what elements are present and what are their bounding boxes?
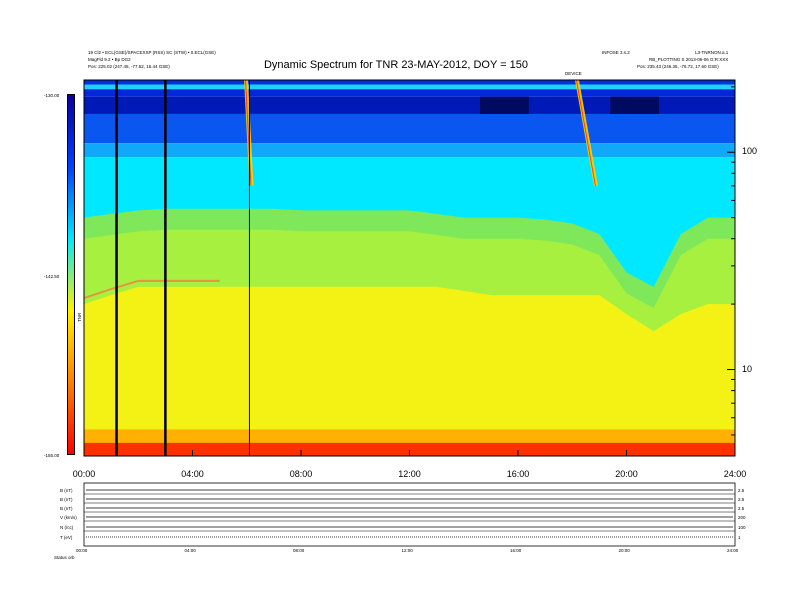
spectrogram-features [83, 80, 660, 300]
secondary-frame [83, 482, 736, 547]
dark-block-1 [480, 96, 529, 114]
band-light-blue [84, 143, 735, 158]
secondary-traces [84, 489, 735, 538]
secondary-right-label: 2.5 [738, 488, 745, 493]
dark-block-2 [610, 96, 660, 114]
secondary-footer-label: Status orb [54, 555, 75, 560]
chart-title: Dynamic Spectrum for TNR 23-MAY-2012, DO… [263, 59, 528, 71]
secondary-x-label: 16:00 [510, 548, 522, 553]
band-blue [84, 113, 735, 144]
secondary-x-label: 08:00 [293, 548, 305, 553]
region-yellow [84, 286, 735, 456]
colorbar-gradient [68, 95, 74, 454]
header-right-line2: L3-TNRNON.a.1 [695, 50, 729, 55]
secondary-right-label: 2.5 [738, 497, 745, 502]
header-right-line1: INFOSE 3.s.2 [602, 50, 630, 55]
band-cyan-stripe-top [84, 84, 735, 90]
x-tick-label: 16:00 [506, 469, 530, 479]
secondary-left-label: B (nT) [60, 497, 73, 502]
secondary-x-label: 12:00 [401, 548, 413, 553]
x-tick-label: 20:00 [615, 469, 638, 479]
x-tick-label: 24:00 [723, 469, 747, 479]
secondary-left-label: N (/cc) [60, 525, 74, 530]
colorbar-tick-bottom: -155.00 [44, 453, 60, 458]
secondary-right-label: 100 [738, 525, 746, 530]
burst-marker-label: DEVICE [565, 71, 582, 76]
band-dark-blue-upper [84, 89, 735, 97]
y-axis-ticks [727, 86, 735, 436]
secondary-left-label: T (eV) [60, 535, 73, 540]
secondary-x-label: 20:00 [618, 548, 630, 553]
band-orange [84, 429, 735, 443]
colorbar [67, 94, 75, 455]
x-tick-label: 00:00 [72, 469, 96, 479]
x-tick-label: 08:00 [289, 469, 313, 479]
x-tick-label: 04:00 [181, 469, 204, 479]
header-right-line3: RB_PLOTTING S 2013-06-06 G:R:XXX [649, 57, 729, 62]
vertical-lines [115, 80, 250, 456]
x-tick-label: 12:00 [398, 469, 421, 479]
band-top [84, 80, 735, 85]
secondary-right-label: 200 [738, 515, 746, 520]
header-left-line1: 19 Cl2 • ECL(GSE)/SPACEXSP (RSS) SC (STW… [88, 50, 216, 55]
secondary-left-label: V (km/s) [60, 515, 77, 520]
y-tick-label: 100 [742, 146, 758, 157]
secondary-left-label: B (nT) [60, 506, 73, 511]
secondary-right-label: 1 [738, 535, 741, 540]
colorbar-tick-mid: -142.50 [44, 274, 60, 279]
secondary-x-label: 24:00 [727, 548, 739, 553]
type-iii-burst-core-2 [575, 80, 596, 186]
header-left-line2: MagFld 9.2 • Bp DG2 [88, 57, 131, 62]
spectrogram-bands [84, 208, 735, 456]
secondary-x-label: 00:00 [76, 548, 88, 553]
band-red [84, 442, 735, 456]
header-right-pos: Pos: 235.43 (246.35, -76.72, 17.60 GSE) [637, 64, 719, 69]
secondary-left-label: B (nT) [60, 488, 73, 493]
plasma-line [83, 279, 220, 300]
header-left-pos: Pos: 225.02 (247.45, -77.52, 16.44 GSE) [88, 64, 170, 69]
secondary-right-label: 2.5 [738, 506, 745, 511]
secondary-x-label: 04:00 [184, 548, 196, 553]
y-tick-label: 10 [742, 363, 753, 374]
x-axis-ticks [83, 450, 736, 456]
colorbar-tick-top: -130.00 [44, 93, 60, 98]
